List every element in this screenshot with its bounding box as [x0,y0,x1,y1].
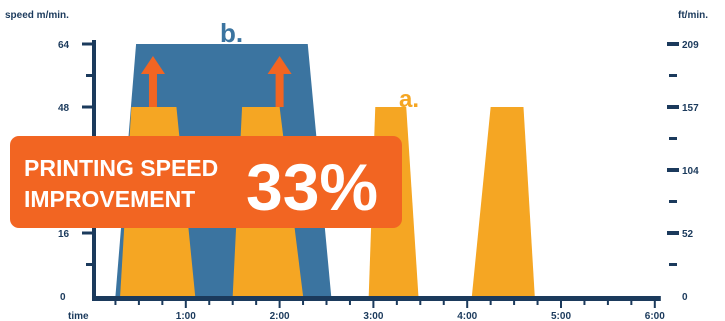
x-tick-minor-7 [255,301,258,305]
right-tick-4 [667,42,679,46]
x-tick-minor-14 [419,301,422,305]
x-tick-label-3: 3:00 [363,311,383,321]
x-tick-label-2: 2:00 [270,311,290,321]
right-tick-label-2: 104 [682,166,699,177]
x-tick-minor-15 [442,301,445,305]
x-tick-minor-13 [395,301,398,305]
banner-background [10,136,402,228]
left-minor-tick-8 [86,263,92,266]
right-minor-tick-0 [669,263,677,266]
x-tick-minor-3 [161,301,164,305]
right-minor-tick-1 [669,200,677,203]
arrow-shaft-1 [148,72,157,107]
x-tick-minor-23 [630,301,633,305]
banner-line-2: IMPROVEMENT [24,186,195,212]
x-tick-minor-19 [536,301,539,305]
left-tick-16 [82,231,92,235]
arrow-layer [140,56,292,107]
right-tick-label-0: 0 [682,292,688,303]
right-tick-3 [667,105,679,109]
x-tick-minor-18 [513,301,516,305]
arrow-shaft-2 [275,72,284,107]
x-tick-label-6: 6:00 [645,311,665,321]
left-axis-title: speed m/min. [5,10,69,21]
x-tick-minor-5 [208,301,211,305]
right-tick-label-3: 157 [682,103,699,114]
series-b-label: b. [220,18,243,48]
right-tick-2 [667,168,679,172]
x-tick-major-3 [372,301,375,308]
x-tick-label-1: 1:00 [176,311,196,321]
series-a-label: a. [399,86,419,113]
left-tick-64 [82,42,92,46]
arrow-head-2 [267,56,292,74]
right-minor-tick-2 [669,137,677,140]
x-tick-minor-10 [325,301,328,305]
x-tick-minor-11 [348,301,351,305]
x-tick-major-5 [560,301,562,308]
right-minor-tick-3 [669,74,677,77]
x-tick-minor-1 [114,301,117,305]
series-a-area-4 [471,107,535,296]
left-tick-label-0: 0 [60,292,66,303]
left-tick-label-16: 16 [58,229,70,240]
x-tick-major-2 [278,301,281,308]
x-tick-major-4 [466,301,469,308]
right-tick-label-4: 209 [682,40,699,51]
x-tick-minor-22 [606,301,609,305]
x-axis-title: time [68,311,89,321]
x-tick-major-1 [184,301,187,308]
left-tick-label-64: 64 [58,40,70,51]
x-tick-label-5: 5:00 [551,311,571,321]
x-axis-line [92,296,661,301]
x-tick-major-6 [653,301,656,308]
banner-line-1: PRINTING SPEED [24,155,218,181]
x-tick-minor-17 [489,301,492,305]
right-tick-1 [667,231,679,235]
left-minor-tick-56 [86,74,92,77]
arrow-head-1 [140,56,165,74]
banner-percent: 33% [246,150,378,224]
x-tick-minor-9 [302,301,305,305]
right-tick-label-1: 52 [682,229,694,240]
x-tick-label-4: 4:00 [457,311,477,321]
left-tick-48 [82,105,92,109]
left-tick-label-48: 48 [58,103,70,114]
improvement-banner: PRINTING SPEED IMPROVEMENT 33% [10,136,402,228]
x-tick-minor-2 [137,301,140,305]
x-tick-minor-6 [231,301,234,305]
right-axis-title: ft/min. [678,10,708,21]
x-tick-minor-21 [583,301,586,305]
